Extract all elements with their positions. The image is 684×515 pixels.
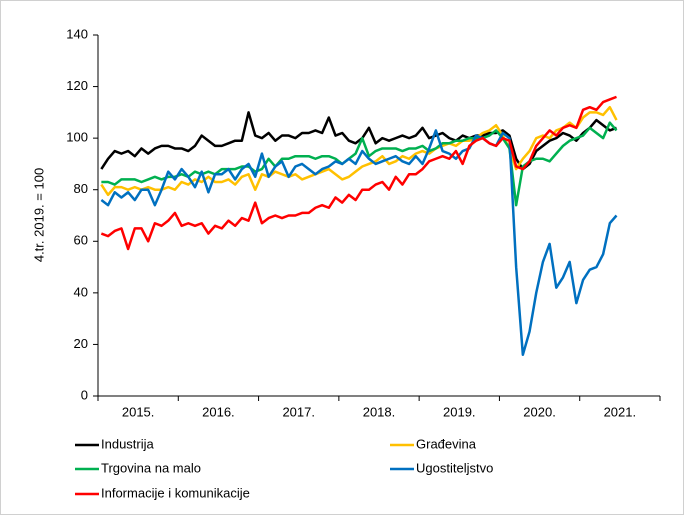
y-tick-label: 80 xyxy=(74,181,88,196)
line xyxy=(100,95,617,251)
y-tick-label: 40 xyxy=(74,284,88,299)
legend-label: Ugostiteljstvo xyxy=(416,460,493,475)
x-tick-label: 2020. xyxy=(523,404,556,419)
y-tick-label: 100 xyxy=(66,130,88,145)
line xyxy=(100,129,618,356)
y-tick-label: 120 xyxy=(66,78,88,93)
legend-label: Informacije i komunikacije xyxy=(101,485,250,500)
legend-label: Industrija xyxy=(101,436,155,451)
x-tick-label: 2017. xyxy=(282,404,315,419)
x-tick-label: 2019. xyxy=(443,404,476,419)
y-tick-label: 60 xyxy=(74,233,88,248)
line xyxy=(100,105,618,197)
legend-label: Trgovina na malo xyxy=(101,460,201,475)
legend-label: Građevina xyxy=(416,436,477,451)
y-tick-label: 20 xyxy=(74,336,88,351)
y-tick-label: 140 xyxy=(66,26,88,41)
y-axis-label: 4.tr. 2019. = 100 xyxy=(31,168,46,262)
x-tick-label: 2021. xyxy=(604,404,637,419)
y-tick-label: 0 xyxy=(81,387,88,402)
x-tick-label: 2015. xyxy=(122,404,155,419)
x-tick-label: 2016. xyxy=(202,404,235,419)
x-tick-label: 2018. xyxy=(363,404,396,419)
